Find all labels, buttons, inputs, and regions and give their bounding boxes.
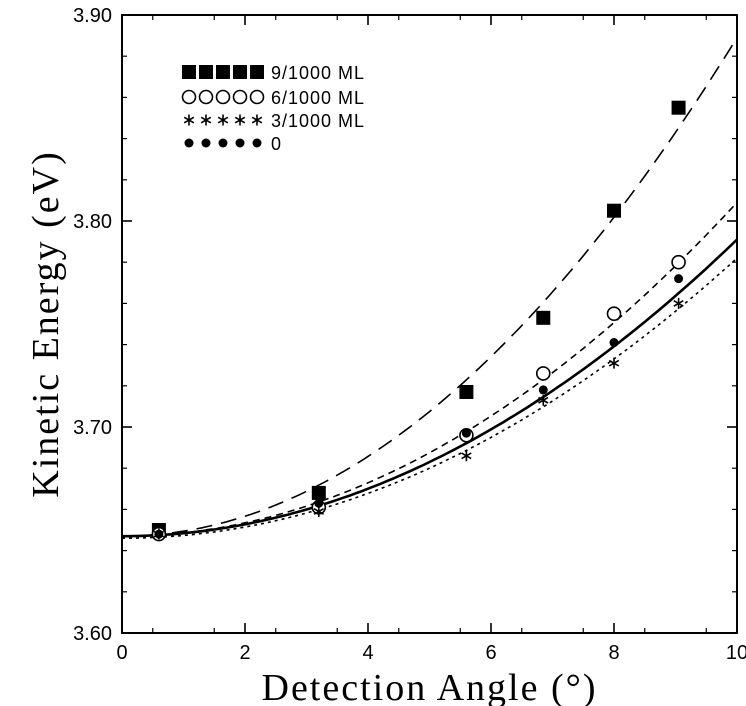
y-tick-label: 3.60	[73, 623, 112, 645]
data-markers	[151, 100, 686, 542]
axis-ticks	[121, 14, 738, 634]
marker-filled-square	[199, 65, 213, 79]
fit-curve	[121, 37, 738, 537]
plot-area	[121, 14, 738, 634]
y-axis-title: Kinetic Energy (eV)	[25, 150, 67, 498]
y-tick-label: 3.80	[73, 211, 112, 233]
marker-star	[608, 357, 620, 369]
fit-curve	[122, 238, 738, 538]
marker-filled-square	[459, 384, 474, 399]
marker-open-circle	[535, 366, 551, 381]
marker-open-circle	[232, 89, 248, 105]
y-tick-label: 3.70	[73, 417, 112, 439]
x-tick-label: 6	[485, 642, 496, 664]
marker-filled-circle	[154, 529, 164, 539]
marker-filled-circle	[314, 498, 324, 508]
legend: 9/1000 ML 6/1000 ML 3/1000 ML 0	[181, 63, 365, 154]
marker-open-circle	[181, 89, 197, 105]
marker-filled-square	[233, 65, 247, 79]
fit-curve	[121, 201, 738, 537]
fit-curves	[121, 37, 738, 539]
marker-star	[313, 506, 324, 517]
marker-filled-circle	[252, 138, 262, 148]
x-tick-label: 0	[116, 642, 127, 664]
marker-filled-circle	[184, 138, 194, 148]
marker-filled-circle	[461, 428, 471, 438]
marker-filled-square	[671, 100, 686, 115]
plot-frame	[121, 14, 738, 634]
marker-star	[183, 114, 195, 126]
marker-filled-square	[216, 65, 230, 79]
marker-star	[251, 114, 263, 126]
x-tick-label: 10	[726, 642, 746, 664]
marker-filled-square	[182, 65, 196, 79]
marker-filled-circle	[201, 138, 211, 148]
marker-open-circle	[606, 306, 622, 322]
marker-star	[538, 394, 549, 406]
legend-label: 3/1000 ML	[271, 111, 365, 131]
marker-filled-circle	[674, 274, 684, 284]
marker-star	[673, 297, 684, 309]
x-tick-label: 4	[362, 642, 373, 664]
y-tick-label: 3.90	[73, 5, 112, 27]
marker-filled-circle	[538, 385, 548, 395]
x-tick-label: 8	[608, 642, 619, 664]
legend-label: 6/1000 ML	[271, 88, 365, 108]
marker-filled-circle	[218, 138, 228, 148]
marker-star	[234, 114, 246, 126]
marker-star	[217, 114, 229, 126]
legend-label: 9/1000 ML	[271, 63, 365, 83]
marker-filled-square	[311, 485, 326, 500]
x-tick-label: 2	[239, 642, 250, 664]
marker-open-circle	[671, 254, 686, 270]
marker-open-circle	[198, 89, 214, 105]
marker-filled-square	[536, 310, 551, 325]
tick-labels: 0 2 4 6 8 10 3.60 3.70 3.80 3.90	[73, 5, 746, 664]
marker-filled-square	[250, 65, 264, 79]
marker-open-circle	[215, 89, 231, 105]
marker-filled-circle	[235, 138, 245, 148]
marker-filled-circle	[609, 338, 619, 348]
marker-star	[461, 450, 472, 462]
legend-label: 0	[271, 134, 282, 154]
marker-filled-square	[607, 203, 621, 218]
marker-open-circle	[249, 89, 265, 105]
x-axis-title: Detection Angle (°)	[262, 667, 598, 706]
marker-star	[200, 114, 212, 126]
fit-curve	[122, 257, 738, 539]
